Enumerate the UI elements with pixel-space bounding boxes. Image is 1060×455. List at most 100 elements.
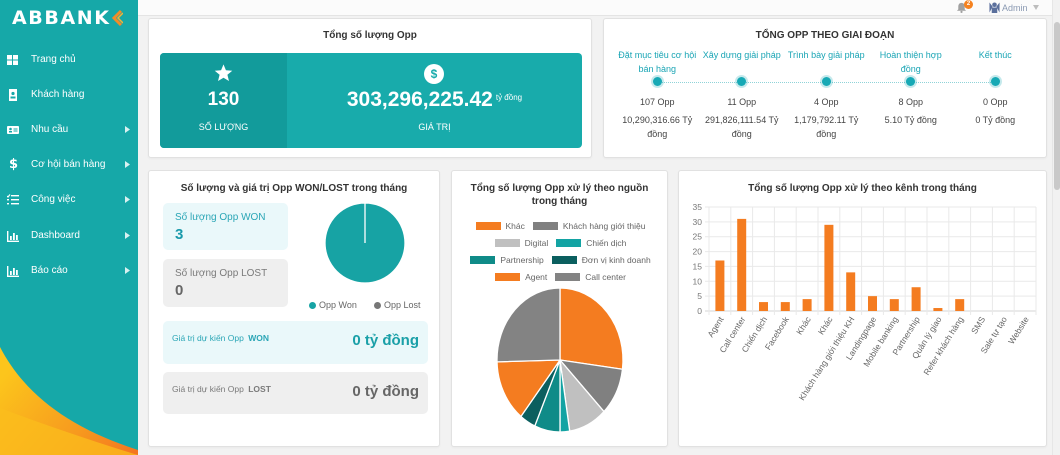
total-opp-card: Tổng số lượng Opp 130 SỐ LƯỢNG 303,296,2… <box>148 18 592 158</box>
chevron-right-icon <box>125 196 130 203</box>
chevron-right-icon <box>125 232 130 239</box>
source-pie-card: Tổng số lượng Opp xử lý theo nguồn trong… <box>451 170 668 447</box>
bar-landingpage[interactable] <box>868 296 877 311</box>
topbar <box>138 0 1052 16</box>
lost-value-label-strong: LOST <box>248 384 271 394</box>
caret-down-icon[interactable] <box>1033 5 1039 10</box>
legend-swatch <box>532 221 558 230</box>
sidebar-item-nhu-cau[interactable]: Nhu cầu <box>0 117 138 143</box>
won-value-label-strong: WON <box>248 333 269 343</box>
stage-count: 0 Opp <box>982 97 1008 107</box>
legend-item-khac[interactable]: Khác <box>475 221 525 231</box>
stage-name: Trình bày giải pháp <box>787 50 865 60</box>
bar-refer-khach-hang[interactable] <box>955 299 965 311</box>
card-title: Số lượng và giá trị Opp WON/LOST trong t… <box>180 183 408 194</box>
bar-partnership[interactable] <box>911 287 921 311</box>
user-icon[interactable] <box>989 2 1000 13</box>
legend-marker <box>309 301 316 309</box>
legend-item-partnership[interactable]: Partnership <box>470 255 544 265</box>
scrollbar[interactable] <box>1052 0 1060 455</box>
legend-item-agent[interactable]: Agent <box>495 272 547 282</box>
chevron-right-icon <box>125 267 130 274</box>
abbank-logo[interactable]: ABBANK <box>12 7 123 29</box>
opp-value-amount: 303,296,225.42 <box>346 88 493 111</box>
user-menu[interactable]: Admin <box>1002 3 1028 13</box>
legend-swatch <box>551 255 577 264</box>
won-value: 0 tỷ đồng <box>352 332 419 349</box>
contact-book-icon <box>9 89 17 101</box>
bar-mobile-banking[interactable] <box>889 299 899 311</box>
won-value-label-text: Giá trị dự kiến Opp <box>172 333 244 343</box>
legend-item-opp-lost[interactable]: Opp Lost <box>374 300 421 311</box>
stage-value: 5.10 Tỷ đồng <box>884 115 937 125</box>
bar-agent[interactable] <box>715 260 725 311</box>
y-tick-label: 0 <box>697 306 702 316</box>
sidebar-item-dashboard[interactable]: Dashboard <box>0 223 138 249</box>
bar-facebook[interactable] <box>780 302 790 311</box>
stage-value: 291,826,111.54 Tỷ đồng <box>704 115 779 139</box>
legend-item-call-center[interactable]: Call center <box>555 272 626 282</box>
stage-item[interactable]: Xây dựng giải pháp 11 Opp 291,826,111.54… <box>700 19 785 159</box>
lost-value-box: Giá trị dự kiến Opp LOST 0 tỷ đồng <box>163 372 428 414</box>
x-tick-label: Agent <box>705 314 726 339</box>
x-tick-label: Khác <box>794 314 813 336</box>
bar-chart-icon <box>7 231 19 242</box>
notification-badge[interactable]: 2 <box>964 0 973 9</box>
grid-icon <box>7 55 18 65</box>
legend-row: Partnership Đơn vị kinh doanh <box>452 251 669 268</box>
stage-count: 11 Opp <box>727 97 757 107</box>
card-title: Tổng số lượng Opp xử lý theo kênh trong … <box>748 183 977 194</box>
bar-chien-dich[interactable] <box>759 302 768 311</box>
sidebar-item-co-hoi-ban-hang[interactable]: Cơ hội bán hàng <box>0 152 138 178</box>
bar-chart-icon <box>7 266 19 277</box>
pie-slice-opp-won[interactable] <box>324 202 406 284</box>
y-tick-label: 5 <box>697 291 702 301</box>
y-tick-label: 30 <box>693 217 703 227</box>
chevron-right-icon <box>125 126 130 133</box>
bar-quan-ly-giao[interactable] <box>933 308 943 311</box>
opp-value: 303,296,225.42 tỷ đồng <box>287 88 582 112</box>
bar-khac[interactable] <box>802 299 812 311</box>
legend-marker <box>374 301 381 309</box>
scrollbar-thumb[interactable] <box>1054 22 1060 190</box>
won-lost-pie-chart <box>324 202 406 284</box>
sidebar-item-label: Công việc <box>31 194 76 205</box>
source-pie-chart <box>496 287 624 433</box>
stage-value: 0 Tỷ đồng <box>975 115 1016 125</box>
legend-item-don-vi-kinh-doanh[interactable]: Đơn vị kinh doanh <box>551 255 651 265</box>
card-title: TỔNG OPP THEO GIAI ĐOẠN <box>755 30 895 41</box>
legend-swatch <box>495 272 521 281</box>
channel-bar-card: Tổng số lượng Opp xử lý theo kênh trong … <box>678 170 1047 447</box>
legend-swatch <box>475 221 501 230</box>
bar-khach-hang-gioi-thieu-kh[interactable] <box>846 272 856 311</box>
bell-icon[interactable] <box>956 2 967 13</box>
pie-slice-agent[interactable] <box>496 359 562 418</box>
legend-label: Agent <box>525 271 548 282</box>
pie-slice-khac[interactable] <box>559 287 624 370</box>
stage-item[interactable]: Trình bày giải pháp 4 Opp 1,179,792.11 T… <box>784 19 869 159</box>
stage-value: 1,179,792.11 Tỷ đồng <box>794 115 859 139</box>
legend-item-opp-won[interactable]: Opp Won <box>309 300 357 311</box>
count-caption: SỐ LƯỢNG <box>198 122 249 132</box>
sidebar-item-khach-hang[interactable]: Khách hàng <box>0 82 138 108</box>
x-tick-label: Website <box>1006 315 1031 346</box>
legend-item-digital[interactable]: Digital <box>494 238 548 248</box>
opp-value-unit: tỷ đồng <box>495 93 523 102</box>
x-tick-label: SMS <box>969 314 987 335</box>
count-section: 130 SỐ LƯỢNG <box>160 53 287 148</box>
legend-item-khach-hang-gioi-thieu[interactable]: Khách hàng giới thiệu <box>532 221 645 231</box>
legend-item-chien-dich[interactable]: Chiến dịch <box>556 238 626 248</box>
bar-call-center[interactable] <box>737 218 747 311</box>
stage-item[interactable]: Đặt mục tiêu cơ hội bán hàng 107 Opp 10,… <box>615 19 700 159</box>
pie-slice-call-center[interactable] <box>496 287 561 363</box>
stage-item[interactable]: Kết thúc 0 Opp 0 Tỷ đồng <box>953 19 1038 159</box>
x-tick-label: Refer khách hàng <box>921 315 965 377</box>
bar-khac[interactable] <box>824 224 834 311</box>
stage-item[interactable]: Hoàn thiện hợp đồng 8 Opp 5.10 Tỷ đồng <box>869 19 954 159</box>
sidebar-item-bao-cao[interactable]: Báo cáo <box>0 258 138 284</box>
sidebar-item-cong-viec[interactable]: Công việc <box>0 187 138 213</box>
y-tick-label: 10 <box>693 276 703 286</box>
sidebar-item-trang-chu[interactable]: Trang chủ <box>0 47 138 73</box>
won-lost-card: Số lượng và giá trị Opp WON/LOST trong t… <box>148 170 440 447</box>
